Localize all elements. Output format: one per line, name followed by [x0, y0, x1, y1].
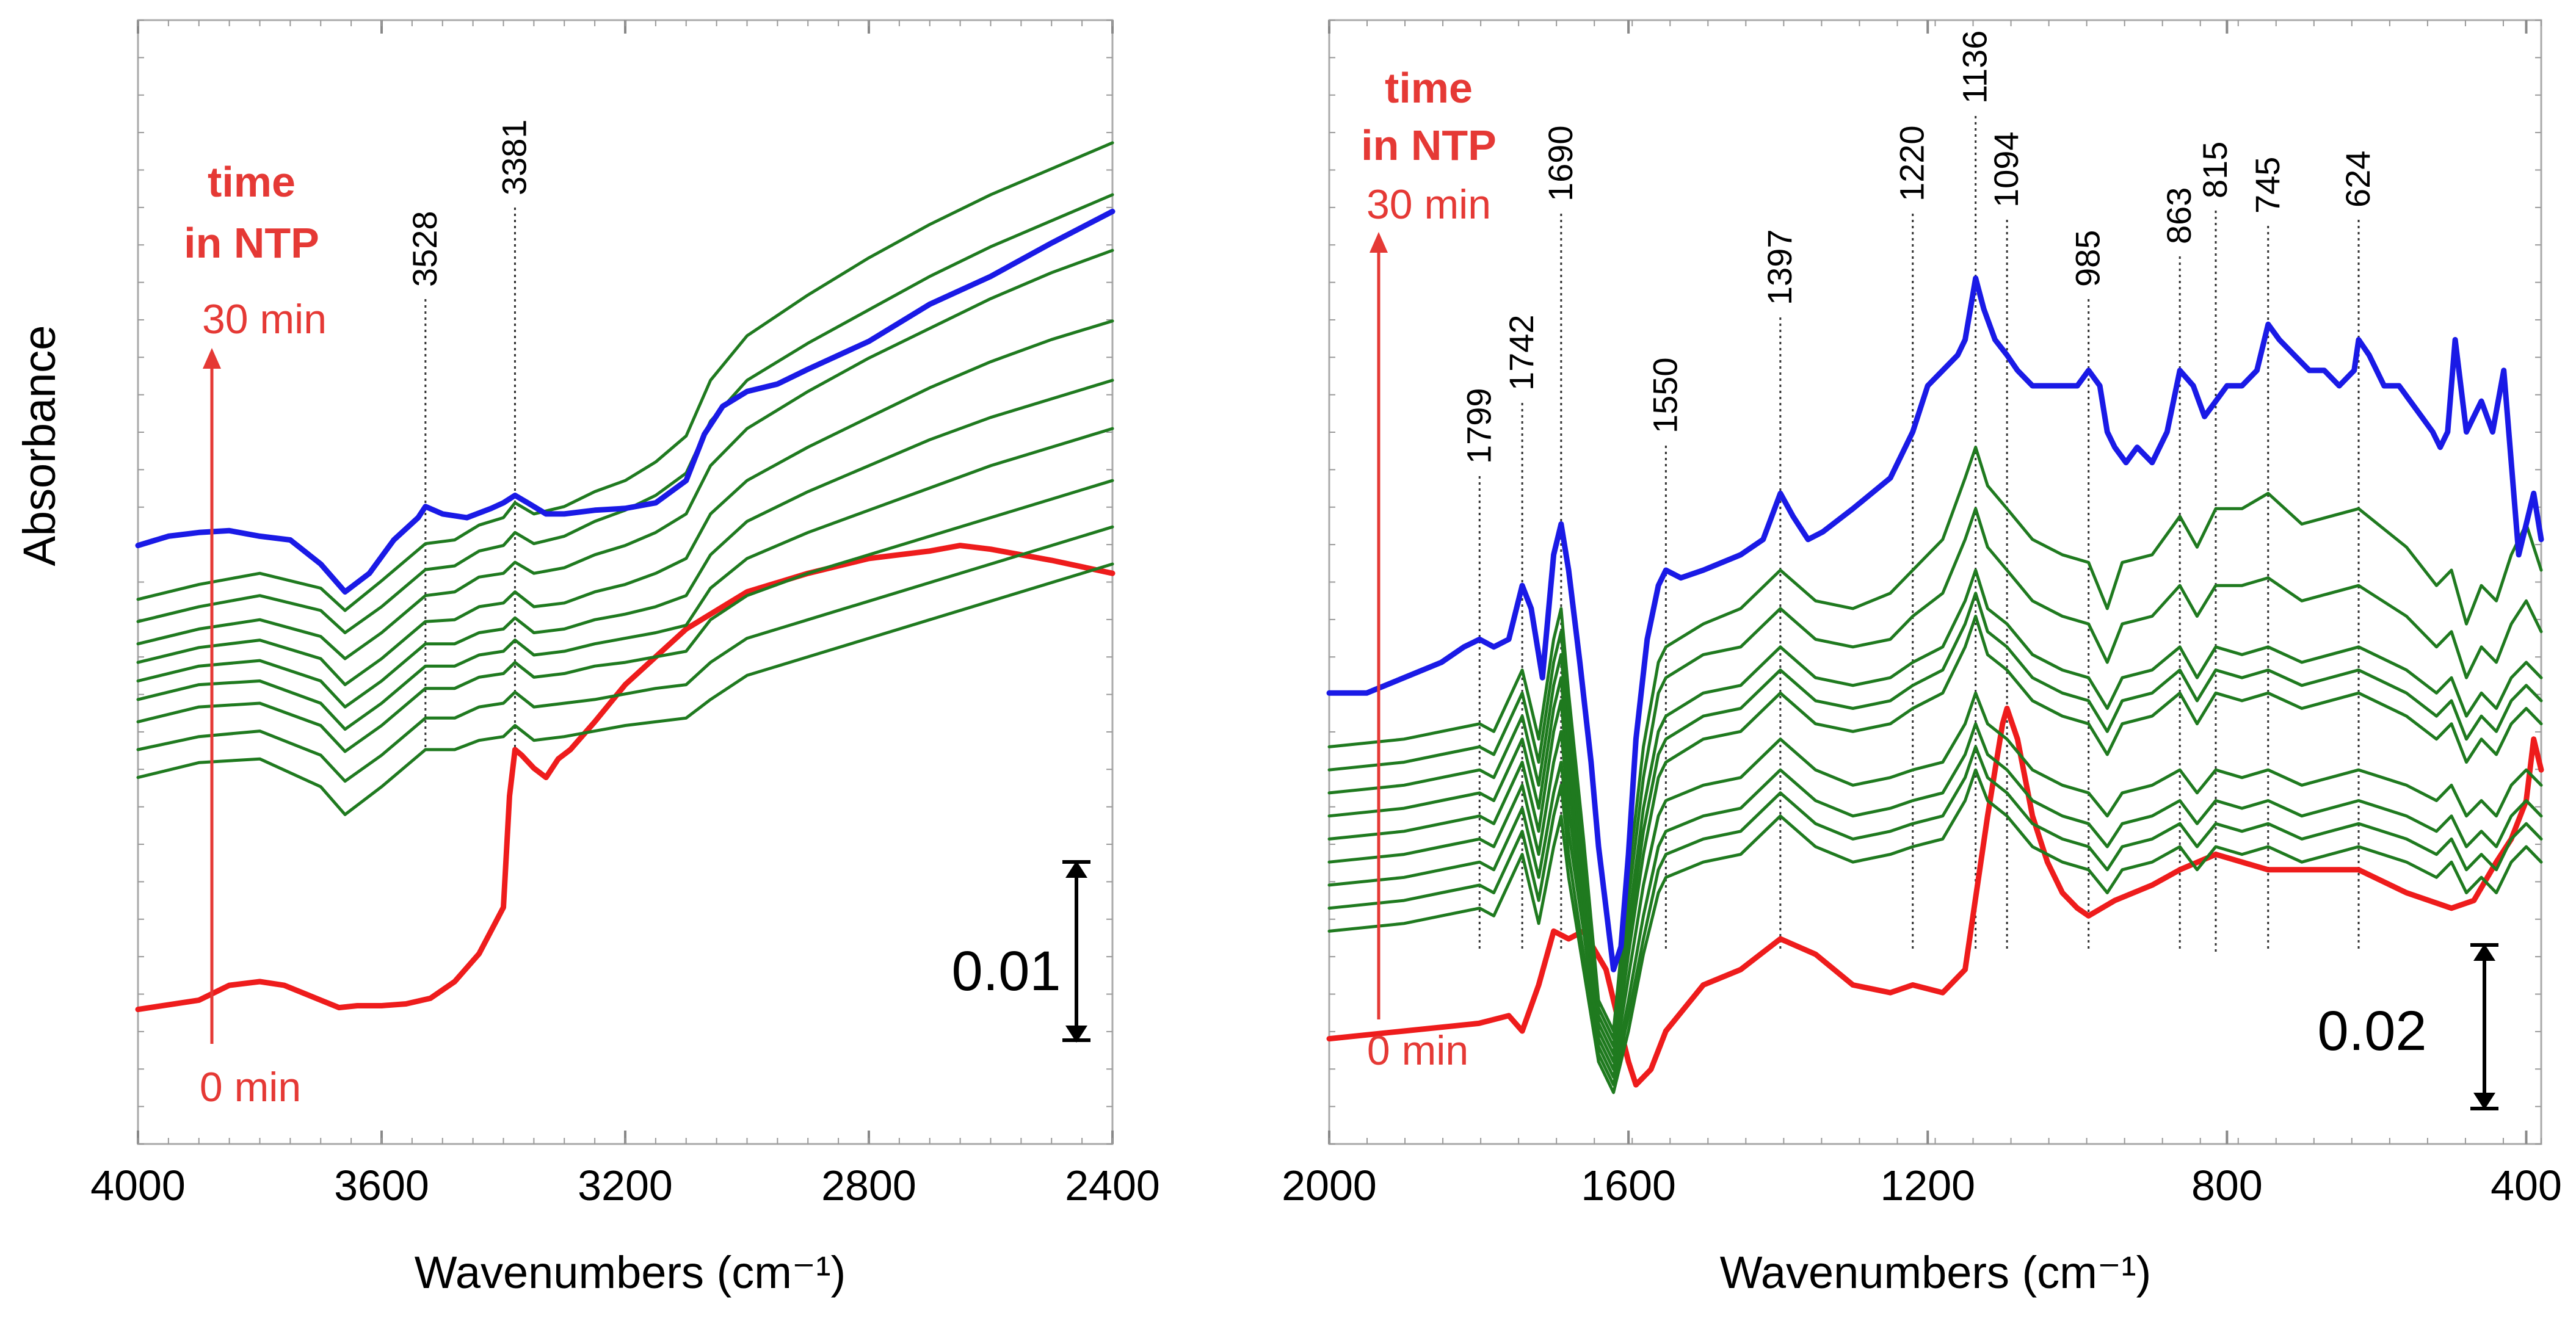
series-line-right-t9 [1327, 446, 2543, 1033]
left-tick-label: 3600 [334, 1162, 429, 1209]
left-series-group [135, 141, 1116, 1013]
peak-label-985: 985 [2069, 230, 2107, 287]
peak-label-1220: 1220 [1893, 125, 1931, 201]
left-tick-label: 3200 [578, 1162, 673, 1209]
left-time-title-2: in NTP [184, 219, 319, 267]
series-line-left-t5 [136, 378, 1114, 709]
right-scale-bar-label: 0.02 [2317, 1000, 2426, 1062]
peak-label-1690: 1690 [1541, 125, 1580, 201]
series-line-left-t8 [136, 193, 1114, 634]
series-line-left-t6 [136, 319, 1114, 687]
peak-label-863: 863 [2160, 187, 2198, 244]
peak-label-1094: 1094 [1987, 131, 2025, 208]
left-scale-bar-label: 0.01 [951, 940, 1061, 1002]
left-time-title-1: time [208, 158, 296, 206]
right-tick-label: 1200 [1880, 1162, 1975, 1209]
series-line-left-0-min [135, 543, 1116, 1013]
left-time-end-label: 30 min [202, 296, 327, 342]
right-tick-label: 800 [2191, 1162, 2263, 1209]
right-scale-bar-bottom-arrow [2473, 1093, 2495, 1110]
right-time-start-label: 0 min [1367, 1027, 1468, 1074]
left-scale-bar-top-arrow [1065, 861, 1087, 878]
left-time-start-label: 0 min [200, 1064, 301, 1110]
right-time-arrow-head [1370, 232, 1388, 253]
left-panel: 4000 3600 3200 2800 2400 3528 3381 Wavenumber… [90, 19, 1160, 1298]
series-line-left-t7 [136, 248, 1114, 660]
series-line-left-t9 [136, 141, 1114, 612]
peak-label-624: 624 [2338, 151, 2377, 208]
left-tick-label: 2800 [821, 1162, 916, 1209]
right-time-title-2: in NTP [1361, 121, 1497, 169]
peak-label-3528: 3528 [405, 211, 444, 287]
series-line-left-t4 [136, 427, 1114, 731]
left-x-axis-label: Wavenumbers (cm⁻¹) [415, 1247, 846, 1298]
series-line-right-t1 [1327, 768, 2543, 1095]
y-axis-label: Absorbance [14, 325, 65, 566]
series-line-left-t1 [136, 562, 1114, 816]
peak-label-1799: 1799 [1459, 388, 1498, 464]
left-scale-bar-bottom-arrow [1065, 1026, 1087, 1043]
series-line-left-t2 [136, 525, 1114, 783]
series-line-left-30-min [135, 208, 1116, 595]
peak-label-745: 745 [2248, 157, 2287, 214]
series-line-left-t3 [136, 479, 1114, 753]
right-scale-bar: 0.02 [2317, 943, 2498, 1110]
series-line-right-t7 [1327, 568, 2543, 1048]
right-tick-label: 400 [2491, 1162, 2562, 1209]
series-line-right-t8 [1327, 507, 2543, 1041]
peak-label-3381: 3381 [495, 119, 533, 195]
right-scale-bar-top-arrow [2473, 944, 2495, 961]
right-panel: 2000 1600 1200 800 400 179917421690155013971… [1282, 19, 2562, 1298]
peak-label-815: 815 [2196, 142, 2234, 198]
right-x-ticks: 2000 1600 1200 800 400 [1282, 20, 2562, 1209]
left-time-arrow-head [203, 348, 221, 369]
peak-label-1397: 1397 [1760, 229, 1799, 305]
series-line-right-t2 [1327, 745, 2543, 1087]
right-time-title-1: time [1385, 64, 1473, 112]
left-peak-markers: 3528 3381 [405, 119, 533, 751]
series-line-right-30-min [1326, 275, 2544, 972]
right-tick-label: 2000 [1282, 1162, 1377, 1209]
left-tick-label: 4000 [90, 1162, 186, 1209]
peak-label-1550: 1550 [1645, 357, 1684, 433]
series-line-right-t5 [1327, 615, 2543, 1063]
right-time-end-label: 30 min [1366, 181, 1491, 228]
right-x-axis-label: Wavenumbers (cm⁻¹) [1720, 1247, 2152, 1298]
series-line-right-t3 [1327, 722, 2543, 1079]
left-scale-bar: 0.01 [951, 860, 1090, 1043]
right-time-annotation: time in NTP 30 min 0 min [1361, 64, 1497, 1074]
right-tick-label: 1600 [1581, 1162, 1676, 1209]
left-tick-label: 2400 [1065, 1162, 1160, 1209]
series-line-right-t4 [1327, 691, 2543, 1071]
series-line-right-t6 [1327, 592, 2543, 1056]
peak-label-1136: 1136 [1956, 31, 1994, 104]
left-time-annotation: time in NTP 30 min 0 min [184, 158, 327, 1110]
right-series-group [1326, 275, 2544, 1095]
peak-label-1742: 1742 [1502, 314, 1540, 391]
left-x-ticks: 4000 3600 3200 2800 2400 [90, 20, 1160, 1209]
